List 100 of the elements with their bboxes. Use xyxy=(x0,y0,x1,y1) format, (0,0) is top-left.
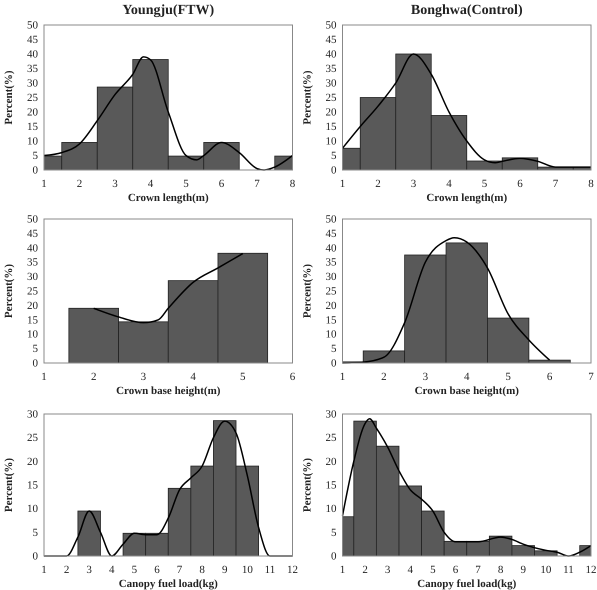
x-tick-label: 1 xyxy=(41,564,47,576)
x-tick-label: 3 xyxy=(410,178,417,190)
x-tick-label: 4 xyxy=(446,178,452,190)
chart-title: Youngju(FTW) xyxy=(122,3,214,18)
x-tick-label: 1 xyxy=(340,564,346,576)
x-tick-label: 9 xyxy=(520,564,526,576)
x-tick-label: 12 xyxy=(287,564,298,576)
y-tick-label: 25 xyxy=(27,92,38,104)
x-tick-label: 2 xyxy=(76,178,82,190)
y-tick-label: 0 xyxy=(32,164,38,177)
chart-title: Bonghwa(Control) xyxy=(410,3,523,18)
y-tick-label: 0 xyxy=(331,550,337,563)
x-tick-label: 6 xyxy=(452,564,459,576)
x-tick-label: 9 xyxy=(222,564,228,576)
x-tick-label: 11 xyxy=(264,564,276,576)
y-tick-label: 15 xyxy=(27,480,38,492)
y-tick-label: 45 xyxy=(27,228,38,240)
x-tick-label: 6 xyxy=(218,178,225,190)
x-tick-label: 7 xyxy=(475,564,482,576)
y-tick-label: 35 xyxy=(27,256,38,269)
x-tick-label: 2 xyxy=(375,178,381,190)
x-tick-label: 3 xyxy=(140,370,147,383)
x-tick-label: 5 xyxy=(505,370,512,383)
y-tick-label: 25 xyxy=(27,432,38,444)
x-tick-label: 3 xyxy=(384,564,391,576)
y-tick-label: 10 xyxy=(27,328,38,341)
y-tick-label: 20 xyxy=(326,106,337,119)
x-tick-label: 4 xyxy=(190,370,196,383)
x-tick-label: 7 xyxy=(254,178,260,190)
y-tick-label: 35 xyxy=(326,256,337,269)
x-tick-label: 1 xyxy=(340,370,346,383)
x-tick-label: 3 xyxy=(112,178,118,190)
x-tick-label: 8 xyxy=(498,564,504,576)
y-tick-label: 50 xyxy=(326,214,337,226)
y-tick-label: 20 xyxy=(27,456,38,468)
y-tick-label: 30 xyxy=(27,408,38,421)
y-tick-label: 10 xyxy=(326,328,337,341)
y-tick-label: 20 xyxy=(27,300,38,312)
y-tick-label: 15 xyxy=(27,314,38,326)
y-tick-label: 40 xyxy=(27,242,38,254)
y-tick-label: 40 xyxy=(27,48,38,61)
y-tick-label: 0 xyxy=(32,358,38,370)
y-axis-title: Percent(%) xyxy=(3,264,15,318)
y-axis-title: Percent(%) xyxy=(3,458,15,512)
x-tick-label: 5 xyxy=(240,370,246,383)
x-tick-label: 4 xyxy=(464,370,470,383)
x-axis-title: Crown length(m) xyxy=(128,192,209,204)
y-tick-label: 15 xyxy=(326,480,337,492)
y-tick-label: 30 xyxy=(326,78,337,90)
x-axis-title: Crown length(m) xyxy=(426,192,508,204)
x-axis-title: Crown base height(m) xyxy=(116,385,221,397)
x-tick-label: 5 xyxy=(132,564,138,576)
x-tick-label: 10 xyxy=(540,564,552,576)
x-tick-label: 6 xyxy=(154,564,160,576)
x-tick-label: 7 xyxy=(552,178,559,190)
y-tick-label: 25 xyxy=(27,286,38,298)
y-tick-label: 15 xyxy=(326,121,337,134)
y-axis-title: Percent(%) xyxy=(3,70,15,125)
y-tick-label: 5 xyxy=(32,343,38,356)
x-tick-label: 3 xyxy=(86,564,92,576)
y-tick-label: 5 xyxy=(32,526,38,539)
x-axis-title: Canopy fuel load(kg) xyxy=(118,578,218,590)
y-tick-label: 45 xyxy=(326,34,337,46)
y-axis-title: Percent(%) xyxy=(302,458,314,512)
y-tick-label: 5 xyxy=(331,150,337,162)
y-tick-label: 35 xyxy=(326,63,337,76)
x-axis-title: Crown base height(m) xyxy=(414,385,520,397)
x-tick-label: 2 xyxy=(64,564,70,576)
x-tick-label: 2 xyxy=(362,564,368,576)
y-tick-label: 30 xyxy=(326,408,337,421)
y-tick-label: 45 xyxy=(27,34,38,46)
y-tick-label: 5 xyxy=(331,343,337,356)
x-tick-label: 1 xyxy=(340,178,346,190)
y-tick-label: 15 xyxy=(326,314,337,326)
x-tick-label: 11 xyxy=(563,564,574,576)
x-tick-label: 8 xyxy=(588,178,594,190)
x-tick-label: 2 xyxy=(381,370,387,383)
x-tick-label: 6 xyxy=(290,370,296,383)
y-tick-label: 25 xyxy=(326,432,337,444)
y-tick-label: 40 xyxy=(326,48,337,61)
y-tick-label: 20 xyxy=(27,106,38,119)
y-tick-label: 10 xyxy=(27,136,38,148)
y-tick-label: 0 xyxy=(331,164,337,177)
x-tick-label: 5 xyxy=(430,564,436,576)
x-tick-label: 6 xyxy=(546,370,553,383)
y-axis-title: Percent(%) xyxy=(302,70,314,125)
y-tick-label: 0 xyxy=(32,550,38,563)
x-tick-label: 5 xyxy=(482,178,488,190)
y-tick-label: 10 xyxy=(326,503,337,516)
x-tick-label: 4 xyxy=(408,564,414,576)
x-tick-label: 8 xyxy=(199,564,206,576)
y-tick-label: 25 xyxy=(326,92,337,104)
x-tick-label: 3 xyxy=(422,370,429,383)
y-tick-label: 20 xyxy=(326,300,337,312)
x-tick-label: 12 xyxy=(586,564,596,576)
y-tick-label: 15 xyxy=(27,121,38,134)
x-tick-label: 7 xyxy=(588,370,594,383)
x-tick-label: 7 xyxy=(176,564,183,576)
y-tick-label: 50 xyxy=(326,20,337,32)
x-tick-label: 4 xyxy=(148,178,154,190)
